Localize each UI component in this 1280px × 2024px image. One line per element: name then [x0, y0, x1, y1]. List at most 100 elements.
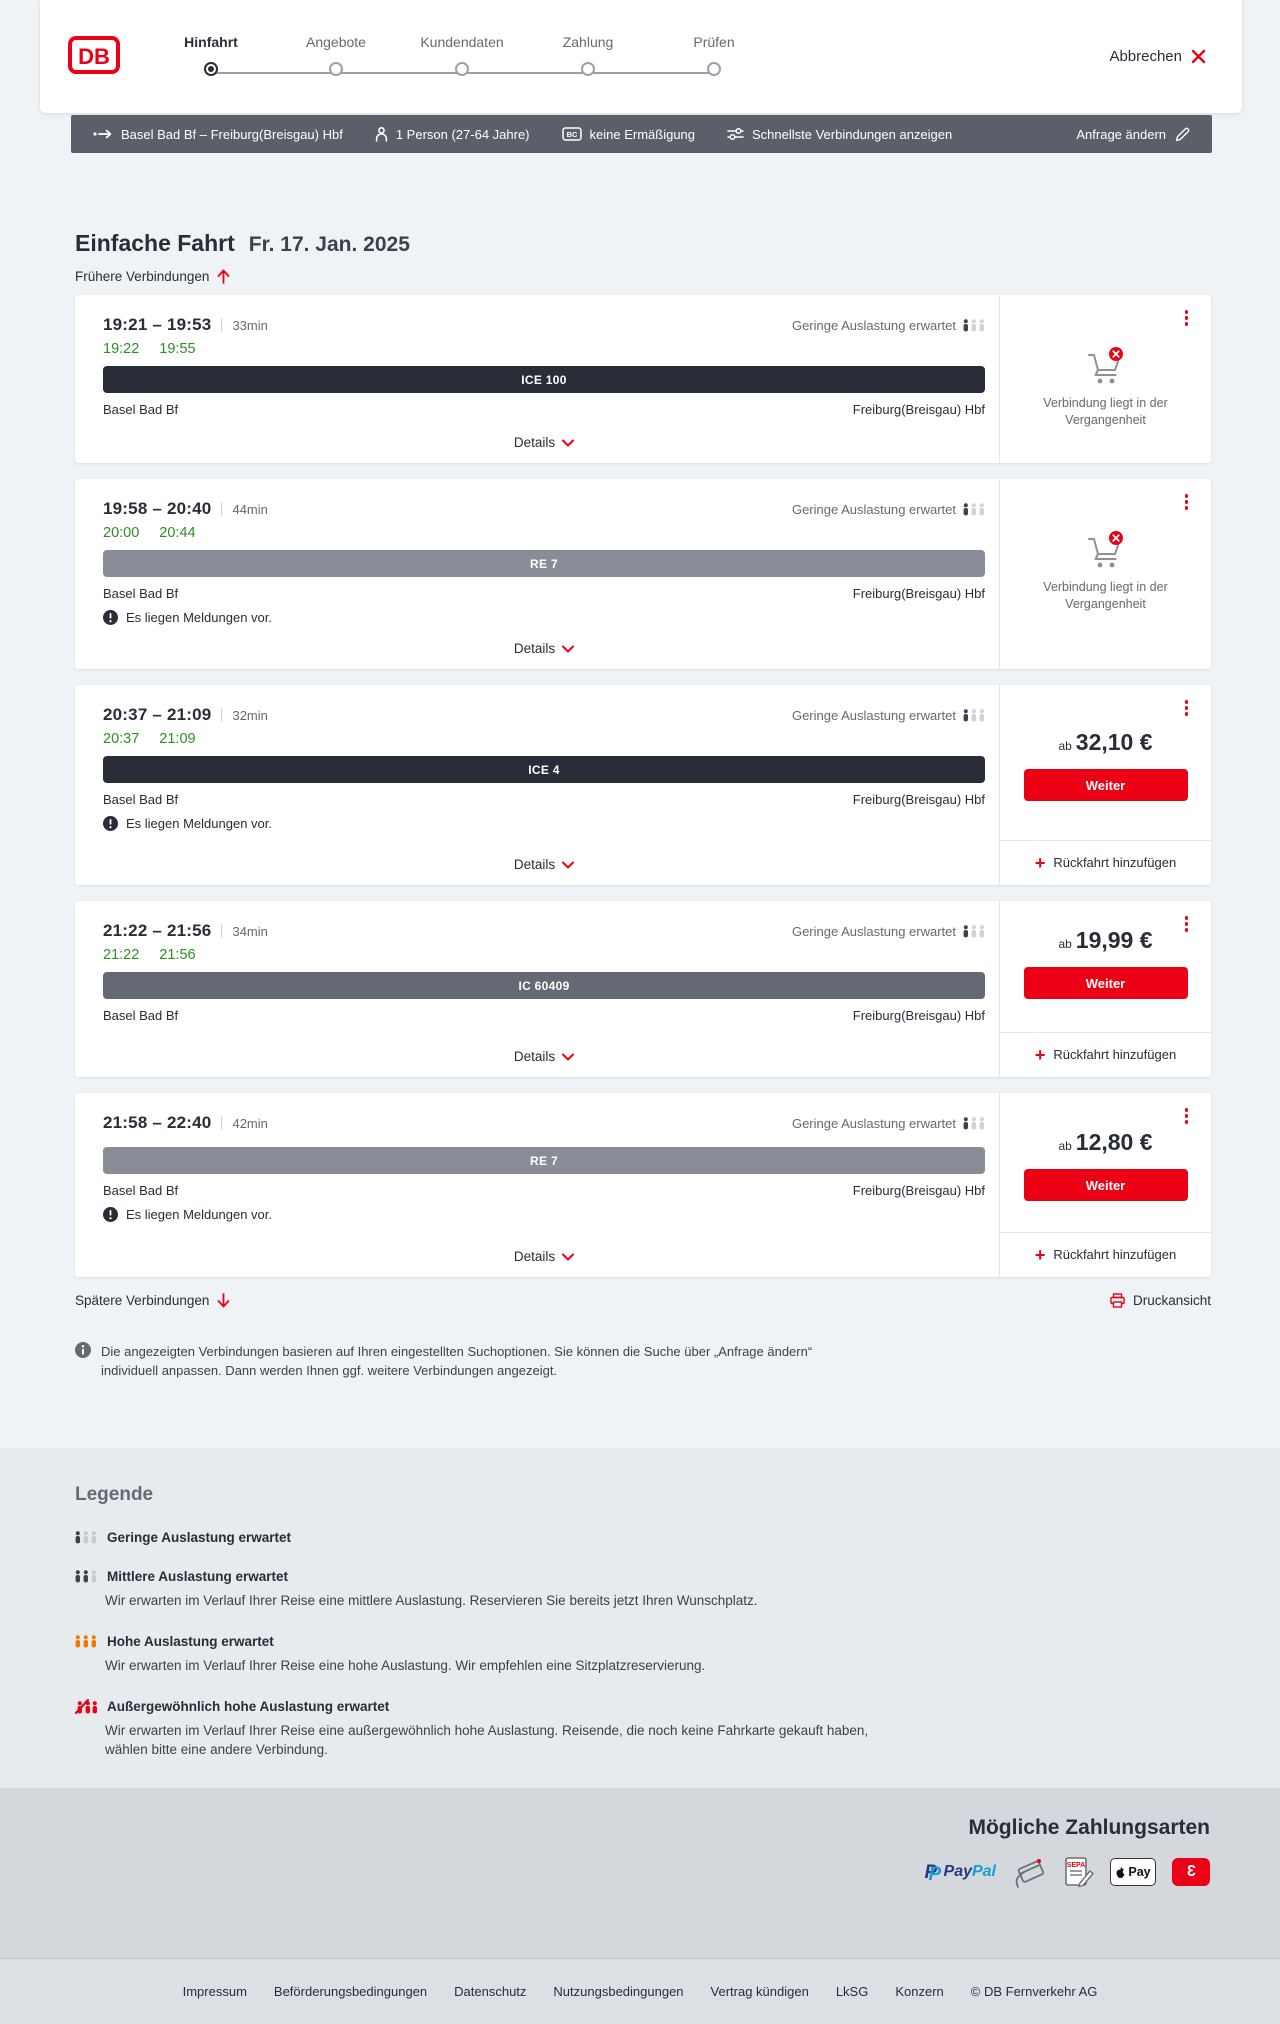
occupancy-high-icon	[75, 1635, 96, 1648]
legend-item-label: Geringe Auslastung erwartet	[107, 1530, 292, 1545]
sepa-mandate-icon: SEPA	[1065, 1857, 1094, 1888]
past-connection-info: Verbindung liegt in der Vergangenheit	[1031, 295, 1181, 429]
separator	[221, 1116, 223, 1130]
connection-main[interactable]: 19:21 – 19:53 33min Geringe Auslastung e…	[75, 295, 999, 463]
route-text: Basel Bad Bf – Freiburg(Breisgau) Hbf	[121, 126, 343, 142]
connection-main[interactable]: 21:58 – 22:40 42min Geringe Auslastung e…	[75, 1093, 999, 1277]
page-title: Einfache Fahrt Fr. 17. Jan. 2025	[75, 230, 1211, 257]
db-logo[interactable]: DB	[68, 36, 120, 74]
alert-icon	[103, 816, 118, 831]
step-hinfahrt[interactable]: Hinfahrt	[151, 34, 271, 81]
price-value: 19,99 €	[1075, 927, 1153, 953]
details-label: Details	[513, 1049, 556, 1064]
messages-notice[interactable]: Es liegen Meldungen vor.	[103, 1207, 985, 1222]
connection-card-3: 20:37 – 21:09 32min Geringe Auslastung e…	[75, 685, 1211, 885]
plus-icon: +	[1034, 1044, 1046, 1065]
occupancy-label: Geringe Auslastung erwartet	[791, 708, 956, 723]
legend-item-high: Hohe Auslastung erwartet Wir erwarten im…	[75, 1634, 1280, 1675]
sliders-icon	[727, 127, 744, 141]
footer-link-befoerderungsbedingungen[interactable]: Beförderungsbedingungen	[273, 1984, 428, 1999]
booking-panel: ab 19,99 € Weiter + Rückfahrt hinzufügen	[999, 901, 1211, 1077]
print-view-button[interactable]: Druckansicht	[1110, 1293, 1211, 1308]
weiter-button[interactable]: Weiter	[1023, 967, 1188, 999]
train-segment-bar[interactable]: IC 60409	[103, 972, 985, 999]
add-return-button[interactable]: + Rückfahrt hinzufügen	[1000, 1032, 1211, 1077]
footer-link-impressum[interactable]: Impressum	[182, 1984, 247, 1999]
realtime-arrival: 20:44	[159, 525, 196, 541]
fastest-connections-toggle[interactable]: Schnellste Verbindungen anzeigen	[727, 127, 952, 142]
edit-request-label: Anfrage ändern	[1076, 126, 1166, 142]
connection-duration: 44min	[232, 502, 268, 517]
later-connections-label: Spätere Verbindungen	[75, 1293, 210, 1308]
footer-link-datenschutz[interactable]: Datenschutz	[454, 1984, 527, 1999]
train-segment-bar[interactable]: RE 7	[103, 1147, 985, 1174]
price-prefix: ab	[1058, 739, 1072, 753]
passenger-summary[interactable]: 1 Person (27-64 Jahre)	[375, 127, 530, 142]
connection-main[interactable]: 19:58 – 20:40 44min Geringe Auslastung e…	[75, 479, 999, 669]
details-toggle[interactable]: Details	[514, 641, 575, 656]
separator	[221, 708, 223, 722]
weiter-button[interactable]: Weiter	[1023, 1169, 1188, 1201]
edit-request-button[interactable]: Anfrage ändern	[1076, 127, 1190, 142]
step-dot	[455, 62, 469, 76]
occupancy-label: Geringe Auslastung erwartet	[791, 502, 956, 517]
realtime-row: 20:00 20:44	[103, 525, 985, 541]
train-label: ICE 100	[521, 372, 567, 387]
cancel-button[interactable]: Abbrechen	[1109, 48, 1206, 65]
step-pruefen[interactable]: Prüfen	[654, 34, 774, 81]
earlier-connections-link[interactable]: Frühere Verbindungen	[75, 269, 230, 284]
realtime-departure: 19:22	[103, 341, 140, 357]
step-kundendaten[interactable]: Kundendaten	[402, 34, 522, 81]
step-angebote[interactable]: Angebote	[276, 34, 396, 81]
messages-notice[interactable]: Es liegen Meldungen vor.	[103, 816, 985, 831]
note-text: Die angezeigten Verbindungen basieren au…	[101, 1344, 813, 1378]
connection-times: 19:21 – 19:53	[103, 315, 212, 334]
chevron-down-icon	[562, 861, 575, 868]
connection-times: 21:22 – 21:56	[103, 921, 212, 940]
add-return-button[interactable]: + Rückfahrt hinzufügen	[1000, 840, 1211, 885]
details-toggle[interactable]: Details	[513, 1049, 575, 1064]
footer-link-nutzungsbedingungen[interactable]: Nutzungsbedingungen	[553, 1984, 684, 1999]
occupancy-medium-icon	[75, 1570, 96, 1583]
step-zahlung[interactable]: Zahlung	[528, 34, 648, 81]
details-toggle[interactable]: Details	[514, 1249, 575, 1264]
occupancy-low-icon	[963, 1117, 984, 1130]
discount-summary[interactable]: BC keine Ermäßigung	[561, 127, 695, 142]
realtime-arrival: 21:09	[159, 731, 196, 747]
connection-times: 20:37 – 21:09	[103, 705, 212, 724]
occupancy-low-icon	[963, 925, 984, 938]
footer: Impressum Beförderungsbedingungen Datens…	[0, 1958, 1280, 2024]
footer-link-vertrag-kuendigen[interactable]: Vertrag kündigen	[710, 1984, 809, 1999]
occupancy-low-icon	[963, 319, 984, 332]
kebab-menu[interactable]	[1182, 913, 1192, 935]
footer-link-konzern[interactable]: Konzern	[895, 1984, 944, 1999]
connection-main[interactable]: 21:22 – 21:56 34min Geringe Auslastung e…	[75, 901, 999, 1077]
details-toggle[interactable]: Details	[514, 857, 575, 872]
kebab-menu[interactable]	[1182, 697, 1192, 719]
booking-panel: Verbindung liegt in der Vergangenheit	[999, 295, 1211, 463]
apple-pay-icon: Pay	[1110, 1858, 1156, 1886]
plus-icon: +	[1034, 852, 1046, 873]
weiter-button[interactable]: Weiter	[1023, 769, 1188, 801]
booking-panel: ab 12,80 € Weiter + Rückfahrt hinzufügen	[999, 1093, 1211, 1277]
realtime-row: 21:22 21:56	[103, 947, 985, 963]
train-segment-bar[interactable]: RE 7	[103, 550, 985, 577]
train-segment-bar[interactable]: ICE 4	[103, 756, 985, 783]
route-summary[interactable]: Basel Bad Bf – Freiburg(Breisgau) Hbf	[93, 127, 343, 142]
realtime-row: 19:22 19:55	[103, 341, 985, 357]
messages-notice[interactable]: Es liegen Meldungen vor.	[103, 610, 985, 625]
kebab-menu[interactable]	[1182, 1105, 1192, 1127]
kebab-menu[interactable]	[1182, 491, 1192, 513]
info-icon	[75, 1342, 91, 1358]
train-segment-bar[interactable]: ICE 100	[103, 366, 985, 393]
add-return-button[interactable]: + Rückfahrt hinzufügen	[1000, 1232, 1211, 1277]
arrival-station: Freiburg(Breisgau) Hbf	[852, 586, 985, 601]
connection-duration: 32min	[232, 708, 268, 723]
train-label: RE 7	[530, 1153, 558, 1168]
kebab-menu[interactable]	[1182, 307, 1192, 329]
later-connections-link[interactable]: Spätere Verbindungen	[75, 1293, 230, 1308]
footer-link-lksg[interactable]: LkSG	[835, 1984, 869, 1999]
connection-main[interactable]: 20:37 – 21:09 32min Geringe Auslastung e…	[75, 685, 999, 885]
details-toggle[interactable]: Details	[514, 435, 575, 450]
